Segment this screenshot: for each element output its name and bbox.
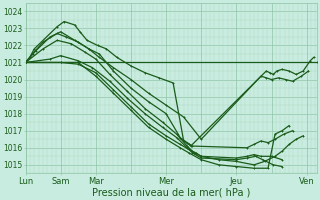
X-axis label: Pression niveau de la mer( hPa ): Pression niveau de la mer( hPa ) — [92, 187, 251, 197]
